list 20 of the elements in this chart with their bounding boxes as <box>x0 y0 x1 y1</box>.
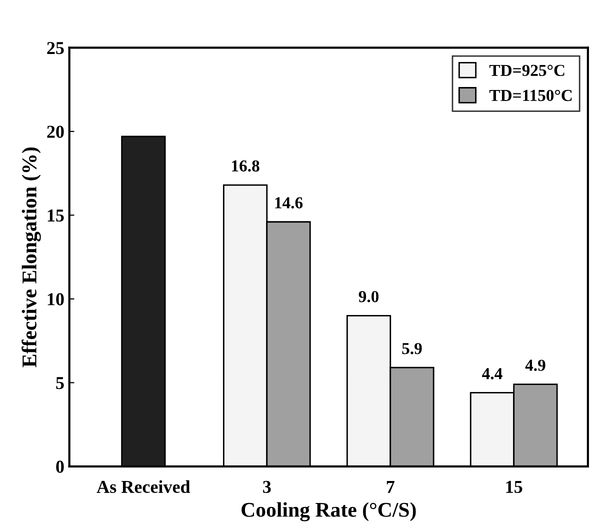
y-tick-label: 5 <box>56 377 64 390</box>
x-tick-label: 15 <box>506 480 522 493</box>
y-tick-label: 15 <box>48 210 64 222</box>
data-label: 4.9 <box>525 360 546 371</box>
data-label: 5.9 <box>402 342 422 354</box>
x-tick-label: As Received <box>96 480 190 493</box>
data-label: 4.4 <box>482 368 502 380</box>
y-tick-label: 0 <box>56 460 64 473</box>
legend-label: TD=925°C <box>489 64 564 76</box>
y-tick-label: 20 <box>47 126 64 138</box>
y-axis-title: Effective Elongation (%) <box>22 147 41 368</box>
y-tick-label: 25 <box>47 42 64 54</box>
x-axis-title: Cooling Rate (°C/S) <box>242 502 416 522</box>
x-tick-label: 3 <box>263 480 271 493</box>
data-label: 16.8 <box>232 160 260 172</box>
data-label: 9.0 <box>358 290 379 302</box>
data-label: 14.6 <box>275 197 303 209</box>
legend-label: TD=1150°C <box>489 90 572 102</box>
y-tick-label: 10 <box>48 293 64 306</box>
x-tick-label: 7 <box>386 480 394 493</box>
